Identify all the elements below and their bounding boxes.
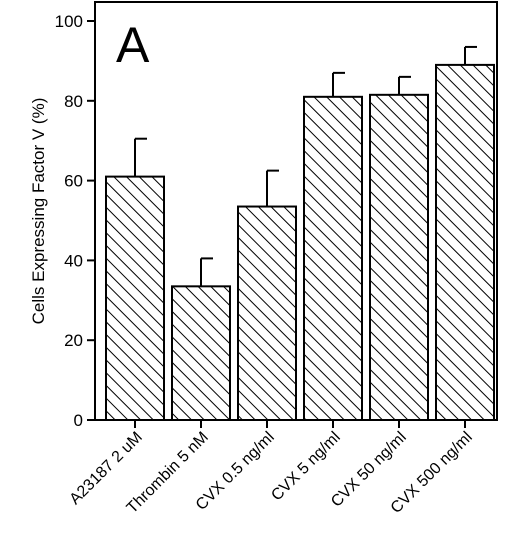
- y-tick-label: 40: [64, 251, 83, 270]
- bar: [435, 63, 495, 421]
- bar: [105, 175, 165, 421]
- y-tick-label: 20: [64, 331, 83, 350]
- panel-label: A: [116, 17, 150, 73]
- y-tick-label: 0: [74, 411, 83, 430]
- bar: [171, 285, 231, 421]
- y-tick-label: 100: [55, 12, 83, 31]
- bars-group: [105, 45, 495, 421]
- bar: [237, 205, 297, 421]
- y-tick-label: 60: [64, 172, 83, 191]
- bar: [369, 93, 429, 421]
- bar: [303, 95, 363, 421]
- y-axis: 0 20 40 60 80 100: [55, 12, 95, 430]
- y-tick-label: 80: [64, 92, 83, 111]
- y-axis-title: Cells Expressing Factor V (%): [29, 98, 48, 325]
